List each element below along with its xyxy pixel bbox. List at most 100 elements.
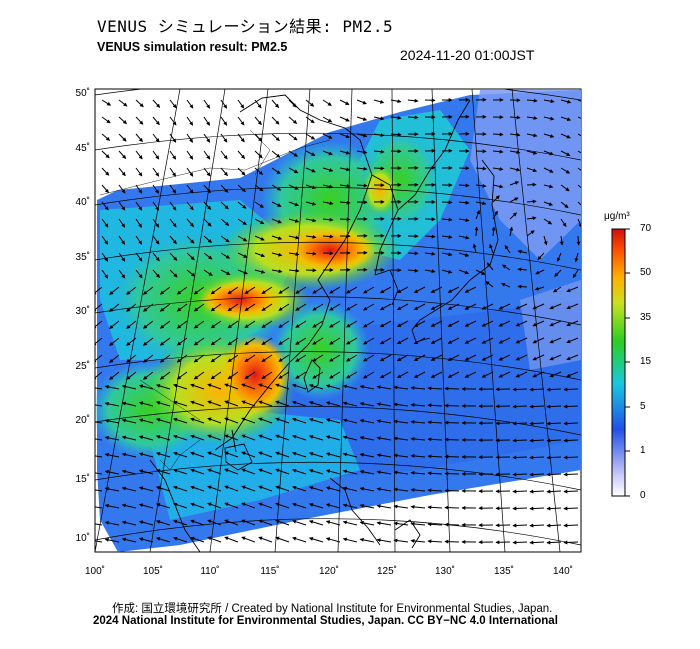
wind-arrow xyxy=(322,184,334,189)
wind-arrow xyxy=(379,286,392,294)
wind-arrow xyxy=(261,303,273,312)
wind-arrow xyxy=(444,471,460,476)
wind-arrow xyxy=(169,201,177,211)
wind-arrow xyxy=(430,286,443,293)
wind-arrow xyxy=(288,99,297,108)
wind-arrow xyxy=(458,183,470,188)
lat-label-45: 45˚ xyxy=(75,143,90,154)
wind-arrow xyxy=(138,520,154,526)
wind-arrow xyxy=(275,434,290,441)
wind-arrow xyxy=(441,269,453,274)
wind-arrow xyxy=(288,201,300,207)
wind-arrow xyxy=(261,354,273,363)
wind-arrow xyxy=(186,167,194,177)
wind-arrow xyxy=(258,417,273,424)
wind-arrow xyxy=(224,502,239,509)
wind-arrow xyxy=(563,489,579,494)
wind-arrow xyxy=(95,320,103,330)
wind-arrow xyxy=(376,419,392,424)
wind-arrow xyxy=(359,503,375,509)
wind-arrow xyxy=(427,471,443,476)
wind-arrow xyxy=(342,452,358,458)
wind-arrow xyxy=(560,218,567,228)
wind-arrow xyxy=(329,320,341,328)
lon-label-100: 100˚ xyxy=(84,566,105,577)
wind-arrow xyxy=(135,184,143,194)
wind-arrow xyxy=(227,303,239,312)
wind-arrow xyxy=(458,200,470,205)
wind-arrow xyxy=(193,354,205,363)
wind-arrow xyxy=(492,195,500,203)
wind-arrow xyxy=(271,184,282,191)
wind-arrow xyxy=(566,337,579,344)
wind-arrow xyxy=(173,536,188,543)
wind-arrow xyxy=(104,537,120,543)
wind-arrow xyxy=(169,184,177,194)
wind-arrow xyxy=(138,384,154,390)
wind-arrow xyxy=(543,184,554,189)
wind-arrow xyxy=(271,167,281,175)
wind-arrow xyxy=(305,116,315,124)
wind-arrow xyxy=(546,455,562,460)
wind-arrow xyxy=(549,320,562,327)
wind-arrow xyxy=(305,167,316,173)
wind-arrow xyxy=(346,371,358,379)
wind-arrow xyxy=(498,303,511,310)
credit-line: 作成: 国立環境研究所 / Created by National Instit… xyxy=(112,603,553,615)
wind-arrow xyxy=(475,183,487,188)
wind-arrow xyxy=(481,354,494,361)
lon-label-105: 105˚ xyxy=(142,566,163,577)
wind-arrow xyxy=(173,383,188,390)
wind-arrow xyxy=(271,218,282,224)
wind-arrow xyxy=(288,218,300,223)
wind-arrow xyxy=(481,320,494,327)
wind-arrow xyxy=(396,354,409,362)
wind-arrow xyxy=(159,286,171,295)
wind-arrow xyxy=(207,519,222,526)
wind-arrow xyxy=(359,384,375,390)
wind-arrow xyxy=(186,269,196,277)
wind-arrow xyxy=(577,150,581,154)
wind-arrow xyxy=(237,218,247,226)
wind-arrow xyxy=(190,519,205,526)
wind-arrow xyxy=(292,485,307,492)
wind-arrow xyxy=(220,99,228,109)
wind-arrow xyxy=(529,438,545,443)
wind-arrow xyxy=(308,469,324,475)
wind-arrow xyxy=(126,354,137,363)
wind-arrow xyxy=(529,523,545,528)
wind-arrow xyxy=(203,99,211,109)
wind-arrow xyxy=(254,116,262,126)
wind-arrow xyxy=(292,536,307,543)
wind-arrow xyxy=(169,269,178,278)
wind-arrow xyxy=(203,116,211,126)
wind-arrow xyxy=(329,303,341,311)
wind-arrow xyxy=(376,487,392,492)
wind-arrow xyxy=(138,503,154,509)
wind-arrow xyxy=(492,132,504,137)
wind-arrow xyxy=(379,320,392,328)
colorbar-label-1: 1 xyxy=(640,445,646,456)
wind-arrow xyxy=(359,520,375,526)
wind-arrow xyxy=(379,337,392,345)
wind-arrow xyxy=(244,337,256,346)
wind-arrow xyxy=(577,133,581,137)
wind-arrow xyxy=(159,371,171,380)
lat-label-10: 10˚ xyxy=(75,533,90,544)
wind-arrow xyxy=(295,371,307,379)
wind-arrow xyxy=(241,536,256,543)
wind-arrow xyxy=(543,133,555,138)
wind-arrow xyxy=(159,303,171,312)
wind-arrow xyxy=(322,201,334,206)
wind-arrow xyxy=(560,150,571,157)
wind-arrow xyxy=(546,489,562,494)
wind-arrow xyxy=(109,354,120,363)
wind-arrow xyxy=(288,116,298,124)
wind-arrow xyxy=(138,469,154,475)
wind-arrow xyxy=(512,523,528,528)
wind-arrow xyxy=(363,371,375,379)
wind-arrow xyxy=(413,337,426,345)
wind-arrow xyxy=(552,286,562,293)
wind-arrow xyxy=(241,502,256,509)
wind-arrow xyxy=(109,286,120,295)
